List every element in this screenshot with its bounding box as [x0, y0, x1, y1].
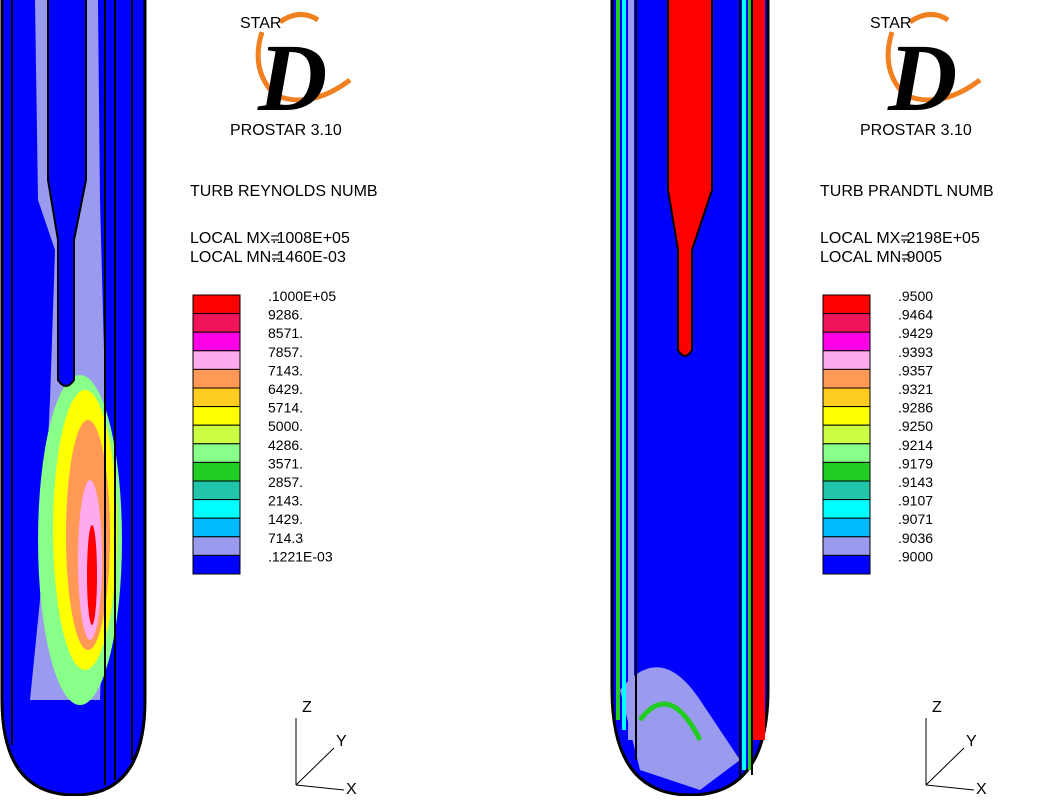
legend-swatch: [193, 462, 240, 481]
legend-label: .9250: [898, 418, 933, 434]
legend-label: 1429.: [268, 511, 303, 527]
legend-swatch: [193, 332, 240, 351]
axis-z-label: Z: [302, 699, 312, 716]
legend-swatch: [823, 462, 870, 481]
max-label: LOCAL MX=: [820, 230, 910, 247]
quantity: TURB PRANDTL NUMB: [820, 183, 994, 200]
quantity: TURB REYNOLDS NUMB: [190, 183, 378, 200]
legend-label: .9464: [898, 307, 933, 323]
max-label: LOCAL MX=: [190, 230, 280, 247]
legend-label: .9429: [898, 325, 933, 341]
legend-swatch: [823, 407, 870, 426]
legend-label: 3571.: [268, 455, 303, 471]
legend-label: .9179: [898, 455, 933, 471]
legend-label: .9000: [898, 548, 933, 564]
legend-swatch: [193, 314, 240, 333]
legend-swatch: [823, 351, 870, 370]
legend-label: .9143: [898, 474, 933, 490]
axis-y-label: Y: [966, 733, 977, 750]
legend-swatch: [193, 444, 240, 463]
legend-label: .9393: [898, 344, 933, 360]
logo-letter: D: [257, 24, 327, 131]
legend-label: 5000.: [268, 418, 303, 434]
legend-swatch: [823, 295, 870, 314]
screen: DSTARPROSTAR 3.10TURB REYNOLDS NUMBLOCAL…: [0, 0, 1062, 796]
legend-label: 8571.: [268, 325, 303, 341]
legend-swatch: [823, 555, 870, 574]
legend-swatch: [823, 500, 870, 519]
legend-swatch: [823, 332, 870, 351]
legend-swatch: [193, 388, 240, 407]
legend-label: .9321: [898, 381, 933, 397]
legend-swatch: [823, 369, 870, 388]
axis-x-label: X: [976, 781, 987, 796]
axis-x: [296, 785, 344, 790]
legend-label: 9286.: [268, 307, 303, 323]
axis-y: [296, 748, 334, 785]
legend-label: .9036: [898, 530, 933, 546]
legend-swatch: [193, 295, 240, 314]
min-value: .9005: [902, 249, 942, 266]
legend-label: .9107: [898, 493, 933, 509]
legend-swatch: [193, 518, 240, 537]
legend-swatch: [823, 537, 870, 556]
min-label: LOCAL MN=: [190, 249, 281, 266]
min-label: LOCAL MN=: [820, 249, 911, 266]
logo-top: STAR: [240, 15, 281, 32]
legend-swatch: [823, 444, 870, 463]
legend-swatch: [193, 500, 240, 519]
legend-label: .9500: [898, 288, 933, 304]
legend-label: .1000E+05: [268, 288, 336, 304]
legend-swatch: [193, 351, 240, 370]
logo-letter: D: [887, 24, 957, 131]
axis-z-label: Z: [932, 699, 942, 716]
legend-swatch: [193, 369, 240, 388]
legend-swatch: [823, 481, 870, 500]
max-value: .1008E+05: [272, 230, 350, 247]
legend-swatch: [193, 425, 240, 444]
legend-label: .9071: [898, 511, 933, 527]
axis-x-label: X: [346, 781, 357, 796]
contour-plot: [612, 0, 768, 795]
version: PROSTAR 3.10: [230, 122, 342, 139]
legend-label: 2143.: [268, 493, 303, 509]
legend-label: 7143.: [268, 362, 303, 378]
axis-x: [926, 785, 974, 790]
version: PROSTAR 3.10: [860, 122, 972, 139]
legend-label: 5714.: [268, 400, 303, 416]
legend-label: .1221E-03: [268, 548, 333, 564]
contour-plot: [2, 0, 145, 795]
axis-y-label: Y: [336, 733, 347, 750]
legend-label: .9214: [898, 437, 933, 453]
legend-label: 4286.: [268, 437, 303, 453]
min-value: .1460E-03: [272, 249, 346, 266]
legend-swatch: [823, 425, 870, 444]
legend-label: 6429.: [268, 381, 303, 397]
legend-swatch: [193, 555, 240, 574]
logo-top: STAR: [870, 15, 911, 32]
legend-label: .9357: [898, 362, 933, 378]
logo-arc: [910, 14, 948, 22]
legend-swatch: [823, 314, 870, 333]
max-value: .2198E+05: [902, 230, 980, 247]
logo-arc: [280, 14, 318, 22]
legend-label: 714.3: [268, 530, 303, 546]
legend-label: 2857.: [268, 474, 303, 490]
legend-swatch: [823, 388, 870, 407]
legend-swatch: [823, 518, 870, 537]
legend-label: .9286: [898, 400, 933, 416]
axis-y: [926, 748, 964, 785]
legend-swatch: [193, 537, 240, 556]
legend-label: 7857.: [268, 344, 303, 360]
legend-swatch: [193, 481, 240, 500]
legend-swatch: [193, 407, 240, 426]
